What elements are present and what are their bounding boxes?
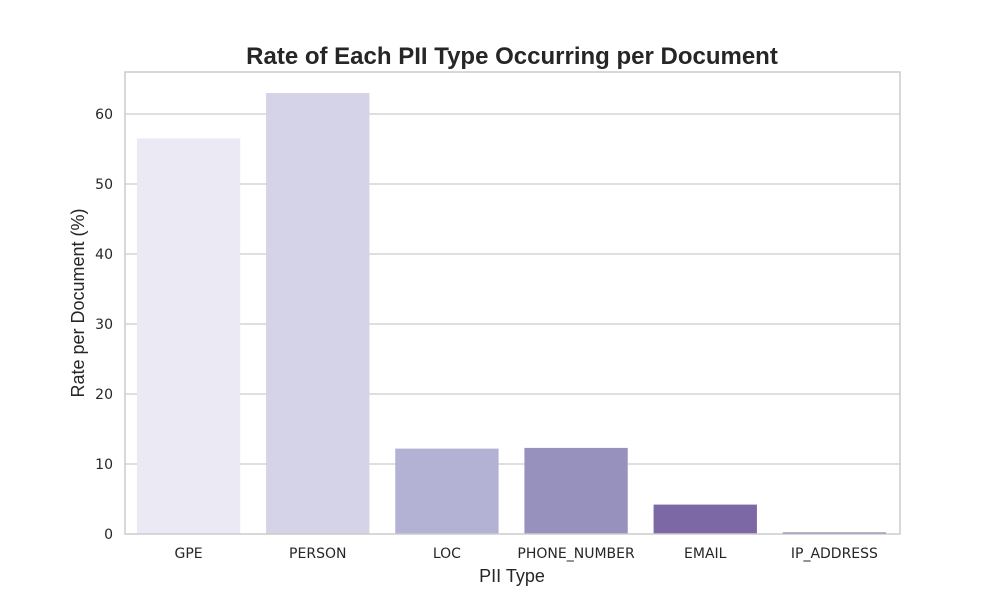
bar-gpe [136, 138, 241, 534]
bar-email [653, 504, 757, 534]
x-tick-label: LOC [433, 546, 461, 562]
plot-frame [124, 71, 901, 535]
y-tick-label: 50 [95, 177, 113, 193]
x-axis-label: PII Type [479, 566, 545, 586]
grid-layer [125, 113, 900, 465]
x-tick-label: GPE [175, 546, 203, 562]
x-tick-label: EMAIL [684, 546, 727, 562]
y-axis-label: Rate per Document (%) [68, 208, 88, 397]
x-tick-label: PERSON [289, 546, 346, 562]
y-tick-label: 30 [95, 317, 113, 333]
bar-phone-number [524, 447, 628, 534]
y-tick-labels: 0 10 20 30 40 50 60 [95, 107, 113, 543]
y-tick-label: 20 [95, 387, 113, 403]
x-tick-label: IP_ADDRESS [791, 546, 878, 562]
bars-layer [136, 93, 887, 534]
y-tick-label: 0 [104, 527, 113, 543]
y-tick-label: 40 [95, 247, 113, 263]
bar-loc [395, 448, 499, 534]
chart-title: Rate of Each PII Type Occurring per Docu… [246, 43, 778, 70]
x-tick-labels: GPE PERSON LOC PHONE_NUMBER EMAIL IP_ADDRESS [175, 546, 879, 562]
y-tick-label: 10 [95, 457, 113, 473]
bar-person [266, 93, 370, 534]
x-tick-label: PHONE_NUMBER [517, 546, 635, 562]
y-tick-label: 60 [95, 107, 113, 123]
